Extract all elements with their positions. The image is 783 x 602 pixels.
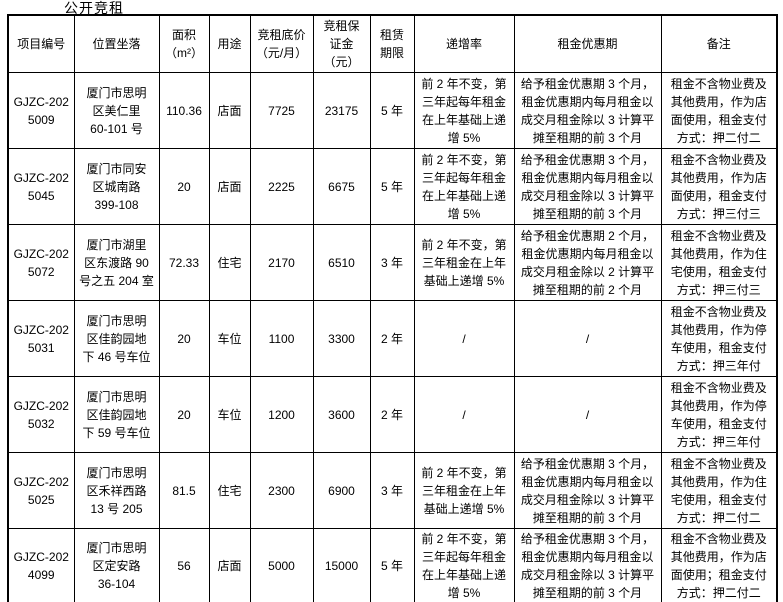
table-cell: 5000 (249, 528, 314, 602)
column-header: 租赁 期限 (369, 14, 415, 73)
table-cell: 6900 (312, 452, 371, 529)
table-cell: GJZC-202 5025 (7, 452, 75, 529)
table-cell: 厦门市思明 区禾祥西路 13 号 205 (73, 452, 160, 529)
table-cell: 3600 (312, 376, 371, 453)
table-cell: 车位 (208, 300, 251, 377)
table-cell: 6675 (312, 148, 371, 225)
table-cell: 给予租金优惠期 2 个月， 租金优惠期内每月租金以 成交月租金除以 2 计算平 … (513, 224, 662, 301)
table-row: GJZC-202 5072 厦门市湖里 区东渡路 90 号之五 204 室 72.3… (7, 224, 778, 301)
column-header: 位置坐落 (73, 14, 160, 73)
page-title-container: 公开竞租 (64, 0, 124, 14)
table-cell: 20 (158, 376, 210, 453)
table-row: GJZC-202 5045 厦门市同安 区城南路 399-108 20 店面 2225 6… (7, 148, 778, 225)
header-row: 项目编号 位置坐落 面积 （m²） 用途 竞租底价 （元/月） 竞租保 证金 （元） 租赁 … (7, 14, 778, 73)
table-cell: 住宅 (208, 452, 251, 529)
table-cell: 23175 (312, 72, 371, 149)
table-row: GJZC-202 4099 厦门市思明 区定安路 36-104 56 店面 5000 15… (7, 528, 778, 602)
table-cell: 2 年 (369, 300, 415, 377)
table-cell: GJZC-202 5009 (7, 72, 75, 149)
table-cell: 租金不含物业费及 其他费用，作为住 宅使用，租金支付 方式：押二付二 (660, 452, 778, 529)
table-cell: 5 年 (369, 148, 415, 225)
table-cell: 租金不含物业费及 其他费用，作为住 宅使用，租金支付 方式：押三付三 (660, 224, 778, 301)
column-header: 面积 （m²） (158, 14, 210, 73)
table-cell: 租金不含物业费及 其他费用，作为店 面使用，租金支付 方式：押二付二 (660, 72, 778, 149)
table-cell: 租金不含物业费及 其他费用，作为店 面使用，租金支付 方式：押三付三 (660, 148, 778, 225)
column-header: 递增率 (413, 14, 515, 73)
table-cell: 给予租金优惠期 3 个月， 租金优惠期内每月租金以 成交月租金除以 3 计算平 … (513, 452, 662, 529)
table-cell: 20 (158, 148, 210, 225)
table-cell: 前 2 年不变，第 三年租金在上年 基础上递增 5% (413, 224, 515, 301)
table-cell: 给予租金优惠期 3 个月， 租金优惠期内每月租金以 成交月租金除以 3 计算平 … (513, 148, 662, 225)
table-cell: GJZC-202 5031 (7, 300, 75, 377)
table-cell: 2170 (249, 224, 314, 301)
table-row: GJZC-202 5025 厦门市思明 区禾祥西路 13 号 205 81.5 住宅 2… (7, 452, 778, 529)
column-header: 租金优惠期 (513, 14, 662, 73)
table-cell: 5 年 (369, 528, 415, 602)
table-row: GJZC-202 5031 厦门市思明 区佳韵园地 下 46 号车位 20 车位 110… (7, 300, 778, 377)
table-cell: 5 年 (369, 72, 415, 149)
table-cell: / (513, 300, 662, 377)
table-cell: 前 2 年不变，第 三年起每年租金 在上年基础上递 增 5% (413, 528, 515, 602)
table-cell: 租金不含物业费及 其他费用，作为店 面使用；租金支付 方式：押二付二 (660, 528, 778, 602)
table-cell: 车位 (208, 376, 251, 453)
table-cell: 81.5 (158, 452, 210, 529)
table-cell: / (413, 300, 515, 377)
column-header: 竞租底价 （元/月） (249, 14, 314, 73)
column-header: 备注 (660, 14, 778, 73)
table-cell: GJZC-202 5072 (7, 224, 75, 301)
table-cell: 厦门市湖里 区东渡路 90 号之五 204 室 (73, 224, 160, 301)
table-cell: 店面 (208, 148, 251, 225)
table-body: GJZC-202 5009 厦门市思明 区美仁里 60-101 号 110.36 店面… (7, 72, 778, 602)
table-cell: GJZC-202 4099 (7, 528, 75, 602)
table-cell: 给予租金优惠期 3 个月， 租金优惠期内每月租金以 成交月租金除以 3 计算平 … (513, 528, 662, 602)
table-cell: 2225 (249, 148, 314, 225)
column-header: 用途 (208, 14, 251, 73)
table-cell: 租金不含物业费及 其他费用，作为停 车使用，租金支付 方式：押三年付 (660, 376, 778, 453)
table-cell: 1100 (249, 300, 314, 377)
table-cell: 2 年 (369, 376, 415, 453)
table-header: 项目编号 位置坐落 面积 （m²） 用途 竞租底价 （元/月） 竞租保 证金 （元） 租赁 … (7, 14, 778, 73)
table-cell: 3 年 (369, 224, 415, 301)
table-cell: GJZC-202 5032 (7, 376, 75, 453)
table-row: GJZC-202 5032 厦门市思明 区佳韵园地 下 59 号车位 20 车位 120… (7, 376, 778, 453)
table-cell: 前 2 年不变，第 三年起每年租金 在上年基础上递 增 5% (413, 148, 515, 225)
table-cell: 6510 (312, 224, 371, 301)
table-cell: 3 年 (369, 452, 415, 529)
table-cell: 3300 (312, 300, 371, 377)
table-row: GJZC-202 5009 厦门市思明 区美仁里 60-101 号 110.36 店面… (7, 72, 778, 149)
column-header: 竞租保 证金 （元） (312, 14, 371, 73)
table-cell: 72.33 (158, 224, 210, 301)
table-cell: 住宅 (208, 224, 251, 301)
table-cell: 厦门市同安 区城南路 399-108 (73, 148, 160, 225)
table-cell: / (413, 376, 515, 453)
table-cell: 前 2 年不变，第 三年起每年租金 在上年基础上递 增 5% (413, 72, 515, 149)
table-cell: 1200 (249, 376, 314, 453)
table-cell: 15000 (312, 528, 371, 602)
table-cell: 店面 (208, 528, 251, 602)
table-cell: 厦门市思明 区美仁里 60-101 号 (73, 72, 160, 149)
table-cell: 给予租金优惠期 3 个月， 租金优惠期内每月租金以 成交月租金除以 3 计算平 … (513, 72, 662, 149)
table-cell: 20 (158, 300, 210, 377)
table-cell: 56 (158, 528, 210, 602)
table-cell: 前 2 年不变，第 三年租金在上年 基础上递增 5% (413, 452, 515, 529)
table-cell: 110.36 (158, 72, 210, 149)
page-title: 公开竞租 (64, 0, 124, 14)
table-cell: / (513, 376, 662, 453)
table-cell: 厦门市思明 区佳韵园地 下 59 号车位 (73, 376, 160, 453)
table-cell: 7725 (249, 72, 314, 149)
table-cell: 店面 (208, 72, 251, 149)
table-cell: GJZC-202 5045 (7, 148, 75, 225)
table-cell: 租金不含物业费及 其他费用，作为停 车使用，租金支付 方式：押三年付 (660, 300, 778, 377)
table-cell: 厦门市思明 区定安路 36-104 (73, 528, 160, 602)
column-header: 项目编号 (7, 14, 75, 73)
table-cell: 2300 (249, 452, 314, 529)
rental-bidding-table: 项目编号 位置坐落 面积 （m²） 用途 竞租底价 （元/月） 竞租保 证金 （元） 租赁 … (7, 14, 778, 602)
table-cell: 厦门市思明 区佳韵园地 下 46 号车位 (73, 300, 160, 377)
